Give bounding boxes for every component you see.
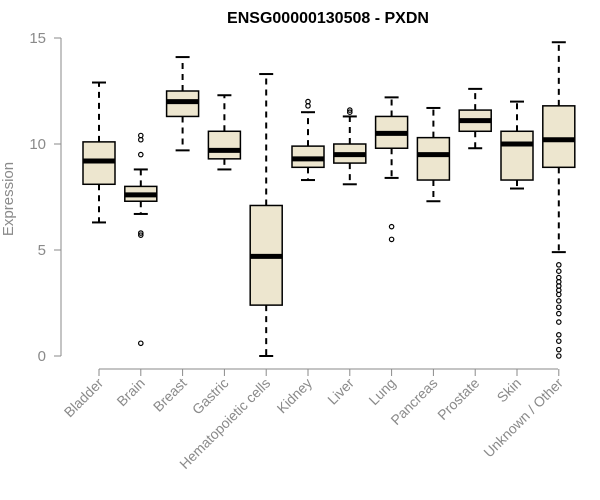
x-tick-label: Kidney xyxy=(274,375,316,417)
y-tick-label: 5 xyxy=(38,242,46,259)
outlier-point xyxy=(388,223,395,230)
box-liver xyxy=(333,107,367,186)
outlier-point xyxy=(138,230,144,236)
outlier-point xyxy=(555,304,562,311)
outlier-point xyxy=(555,338,562,344)
outlier-point xyxy=(346,109,353,116)
y-tick-label: 0 xyxy=(38,348,46,365)
x-tick-label: Unknown / Other xyxy=(480,375,566,461)
box-hematopoietic-cells xyxy=(249,73,283,357)
x-tick-label: Bladder xyxy=(61,375,107,421)
box-skin xyxy=(500,100,534,190)
y-axis-label: Expression xyxy=(0,162,17,236)
outlier-point xyxy=(555,353,562,359)
outlier-point xyxy=(555,298,562,304)
box-brain xyxy=(124,132,158,347)
outlier-point xyxy=(305,103,311,109)
box-kidney xyxy=(291,98,325,182)
outlier-point xyxy=(555,319,562,325)
outlier-point xyxy=(555,331,562,338)
x-tick-label: Breast xyxy=(150,375,190,415)
outlier-point xyxy=(555,262,562,268)
y-axis-ticks: 0 5 10 15 xyxy=(29,30,61,365)
box-body xyxy=(500,130,534,181)
outlier-point xyxy=(555,291,562,298)
y-tick-label: 10 xyxy=(29,136,46,153)
x-tick-label: Liver xyxy=(324,375,357,408)
outlier-point xyxy=(388,236,395,243)
y-tick-label: 15 xyxy=(29,30,46,47)
outlier-point xyxy=(138,232,144,238)
box-bladder xyxy=(82,81,116,224)
box-pancreas xyxy=(416,106,451,203)
chart-title: ENSG00000130508 - PXDN xyxy=(227,10,429,27)
outlier-point xyxy=(138,340,144,347)
x-tick-label: Lung xyxy=(365,375,398,408)
box-body xyxy=(207,130,242,160)
x-tick-label: Brain xyxy=(113,375,147,409)
outlier-point xyxy=(346,107,353,113)
box-breast xyxy=(165,56,200,152)
box-gastric xyxy=(207,94,242,171)
box-lung xyxy=(374,96,409,243)
outlier-point xyxy=(555,346,562,353)
box-unknown-other xyxy=(542,41,576,359)
outlier-point xyxy=(555,268,562,275)
x-tick-label: Skin xyxy=(494,375,525,406)
outlier-point xyxy=(138,136,144,143)
box-body xyxy=(416,136,451,181)
box-body xyxy=(542,105,576,169)
box-prostate xyxy=(458,87,492,150)
box-series xyxy=(82,41,576,359)
outlier-point xyxy=(138,151,144,158)
outlier-point xyxy=(555,310,562,317)
x-tick-label: Prostate xyxy=(434,375,482,423)
